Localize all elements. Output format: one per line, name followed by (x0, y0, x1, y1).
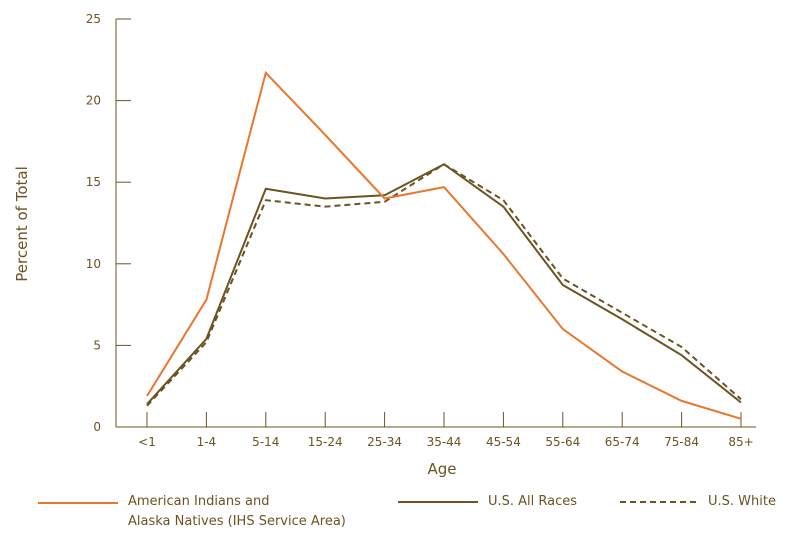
y-tick-label: 0 (93, 420, 101, 434)
y-axis: 0 5 10 15 20 25 (86, 12, 131, 434)
line-chart: 0 5 10 15 20 25 <1 1-4 5-14 15-24 25-34 35-44 45-54… (13, 12, 756, 478)
x-tick-label: 1-4 (197, 435, 217, 449)
series-line-0 (146, 70, 742, 420)
x-tick-label: 85+ (728, 435, 753, 449)
x-axis: <1 1-4 5-14 15-24 25-34 35-44 45-54 55-64 65-74 7… (116, 412, 756, 449)
legend-swatch-us-all-races (398, 501, 478, 503)
x-axis-title: Age (427, 460, 456, 478)
series-line-1 (146, 163, 742, 405)
x-tick-label: <1 (138, 435, 156, 449)
legend-swatch-us-white (620, 501, 700, 503)
legend-label-line-1: American Indians and (128, 494, 270, 509)
series-layer (146, 70, 742, 420)
legend-label-us-all-races: U.S. All Races (488, 494, 578, 509)
x-tick-label: 75-84 (664, 435, 699, 449)
legend-label-american-indians: American Indians and Alaska Natives (IHS… (128, 492, 346, 532)
x-tick-label: 25-34 (367, 435, 402, 449)
y-tick-label: 10 (86, 257, 101, 271)
y-tick-label: 25 (86, 12, 101, 26)
x-tick-label: 35-44 (427, 435, 462, 449)
y-tick-label: 15 (86, 175, 101, 189)
y-tick-label: 20 (86, 94, 101, 108)
x-tick-label: 65-74 (605, 435, 640, 449)
x-tick-label: 15-24 (308, 435, 343, 449)
series-line-2 (146, 163, 742, 407)
legend-label-us-white: U.S. White (708, 494, 776, 509)
legend-swatch-american-indians (38, 502, 118, 504)
legend-label-line-2: Alaska Natives (IHS Service Area) (128, 514, 346, 529)
y-tick-label: 5 (93, 338, 101, 352)
x-tick-label: 55-64 (545, 435, 580, 449)
x-tick-label: 45-54 (486, 435, 521, 449)
x-tick-label: 5-14 (252, 435, 279, 449)
y-axis-title: Percent of Total (13, 166, 31, 281)
